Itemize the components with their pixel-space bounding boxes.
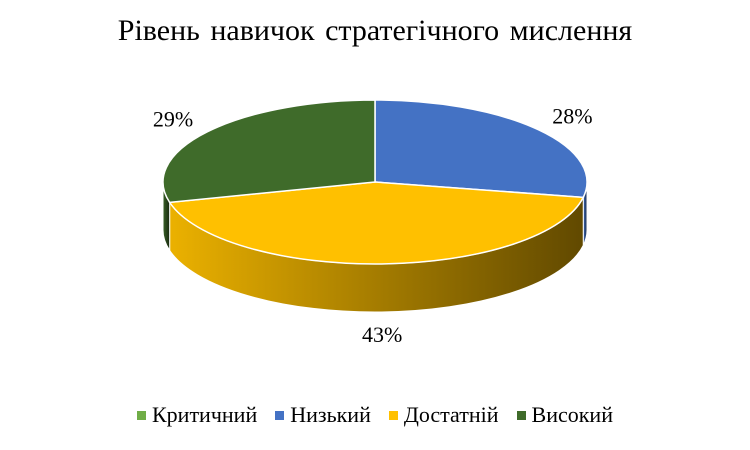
chart-title: Рівень навичок стратегічного мислення xyxy=(117,14,633,47)
pie-slice-4 xyxy=(162,99,376,204)
legend-item-4: Високий xyxy=(516,402,613,428)
data-label-2: 28% xyxy=(552,104,592,129)
data-label-4: 29% xyxy=(153,106,193,131)
data-label-3: 43% xyxy=(362,322,402,347)
legend-item-3: Достатній xyxy=(388,402,499,428)
legend-swatch-4 xyxy=(516,410,526,420)
pie-slice-3 xyxy=(168,181,585,265)
legend-swatch-1 xyxy=(137,410,146,420)
legend-item-2: Низький xyxy=(275,402,371,428)
legend: Критичний Низький Достатній Високий xyxy=(0,402,750,428)
legend-label-3: Достатній xyxy=(403,402,499,427)
pie-slice-2 xyxy=(374,99,588,199)
legend-label-2: Низький xyxy=(290,402,371,427)
legend-swatch-3 xyxy=(388,410,398,420)
legend-label-4: Високий xyxy=(531,402,613,427)
pie-chart: 28% 43% 29% xyxy=(153,99,593,347)
legend-item-1: Критичний xyxy=(137,402,257,428)
legend-label-1: Критичний xyxy=(152,402,258,427)
legend-swatch-2 xyxy=(275,410,285,420)
